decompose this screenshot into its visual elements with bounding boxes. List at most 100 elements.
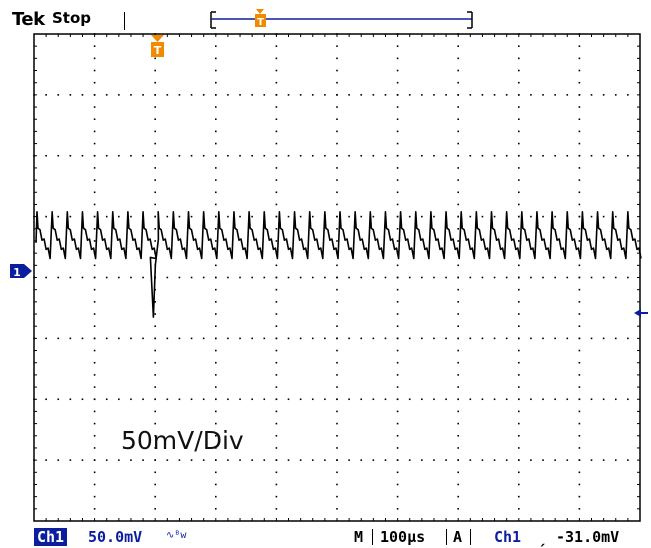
grid-dot bbox=[336, 313, 338, 315]
grid-dot bbox=[578, 349, 581, 352]
grid-dot bbox=[396, 447, 399, 449]
grid-dot bbox=[457, 276, 459, 279]
grid-dot bbox=[518, 471, 520, 474]
grid-dot bbox=[215, 361, 217, 364]
grid-dot bbox=[518, 459, 520, 461]
grid-dot bbox=[81, 276, 84, 279]
channel1-label[interactable]: Ch1 bbox=[34, 528, 68, 546]
grid-dot bbox=[578, 154, 581, 157]
grid-dot bbox=[578, 179, 581, 181]
grid-dot bbox=[481, 459, 484, 461]
grid-dot bbox=[396, 288, 399, 291]
grid-dot bbox=[324, 154, 326, 157]
grid-dot bbox=[493, 276, 496, 279]
grid-dot bbox=[69, 94, 72, 96]
grid-dot bbox=[227, 154, 229, 157]
grid-dot bbox=[396, 264, 399, 267]
grid-dot bbox=[348, 215, 350, 218]
grid-dot bbox=[118, 94, 120, 96]
grid-dot bbox=[457, 167, 459, 169]
grid-dot bbox=[614, 154, 617, 157]
grid-dot bbox=[178, 94, 181, 96]
grid-dot bbox=[614, 215, 617, 218]
grid-dot bbox=[336, 495, 338, 498]
grid-dot bbox=[505, 154, 508, 157]
grid-dot bbox=[130, 337, 132, 340]
grid-dot bbox=[190, 398, 193, 401]
grid-dot bbox=[518, 434, 520, 437]
grid-dot bbox=[396, 203, 399, 206]
grid-dot bbox=[93, 410, 96, 413]
grid-dot bbox=[275, 471, 278, 474]
grid-dot bbox=[627, 154, 629, 157]
grid-dot bbox=[324, 337, 326, 340]
grid-dot bbox=[518, 264, 520, 267]
grid-dot bbox=[518, 142, 520, 145]
grid-dot bbox=[154, 361, 156, 364]
grid-dot bbox=[336, 69, 338, 72]
grid-dot bbox=[93, 118, 96, 121]
grid-dot bbox=[396, 349, 399, 352]
grid-dot bbox=[578, 81, 581, 84]
grid-dot bbox=[154, 69, 156, 72]
grid-dot bbox=[93, 240, 96, 242]
grid-dot bbox=[118, 398, 120, 401]
grid-dot bbox=[372, 215, 375, 218]
grid-dot bbox=[93, 81, 96, 84]
grid-dot bbox=[299, 459, 302, 461]
grid-dot bbox=[578, 410, 581, 413]
grid-dot bbox=[166, 276, 169, 279]
grid-dot bbox=[602, 215, 605, 218]
grid-dot bbox=[154, 459, 156, 461]
grid-dot bbox=[130, 215, 132, 218]
record-trigger-glyph: T bbox=[257, 17, 264, 28]
record-position-bar[interactable] bbox=[210, 11, 473, 29]
grid-dot bbox=[275, 130, 278, 133]
grid-dot bbox=[469, 94, 472, 96]
grid-dot bbox=[360, 337, 363, 340]
grid-dot bbox=[336, 434, 338, 437]
grid-dot bbox=[578, 57, 581, 60]
grid-dot bbox=[215, 495, 217, 498]
grid-dot bbox=[215, 106, 217, 108]
grid-dot bbox=[142, 337, 144, 340]
grid-dot bbox=[481, 94, 484, 96]
grid-dot bbox=[215, 434, 217, 437]
grid-dot bbox=[166, 337, 169, 340]
readout-divider bbox=[470, 529, 471, 545]
grid-dot bbox=[93, 215, 96, 218]
grid-dot bbox=[154, 301, 156, 303]
grid-dot bbox=[324, 459, 326, 461]
grid-dot bbox=[336, 374, 338, 376]
grid-dot bbox=[481, 215, 484, 218]
grid-dot bbox=[505, 459, 508, 461]
grid-dot bbox=[396, 422, 399, 425]
grid-dot bbox=[275, 45, 278, 47]
grid-dot bbox=[518, 422, 520, 425]
grid-dot bbox=[311, 276, 314, 279]
grid-dot bbox=[311, 398, 314, 401]
trigger-position-icon[interactable]: T bbox=[151, 35, 164, 57]
grid-dot bbox=[433, 215, 435, 218]
trigger-level-arrow-icon[interactable] bbox=[634, 309, 648, 317]
grid-dot bbox=[614, 94, 617, 96]
grid-dot bbox=[336, 179, 338, 181]
grid-dot bbox=[614, 337, 617, 340]
grid-dot bbox=[215, 228, 217, 230]
grid-dot bbox=[505, 398, 508, 401]
grid-dot bbox=[275, 410, 278, 413]
grid-dot bbox=[215, 337, 217, 340]
grid-dot bbox=[275, 215, 278, 218]
grid-dot bbox=[518, 288, 520, 291]
grid-dot bbox=[45, 459, 47, 461]
grid-dot bbox=[384, 94, 387, 96]
grid-dot bbox=[627, 459, 629, 461]
grid-dot bbox=[215, 167, 217, 169]
grid-dot bbox=[457, 154, 459, 157]
grid-dot bbox=[275, 106, 278, 108]
grid-dot bbox=[215, 386, 217, 388]
grid-dot bbox=[590, 154, 593, 157]
grid-dot bbox=[433, 398, 435, 401]
channel1-ground-marker-icon[interactable]: 1 bbox=[10, 264, 32, 279]
grid-dot bbox=[481, 154, 484, 157]
